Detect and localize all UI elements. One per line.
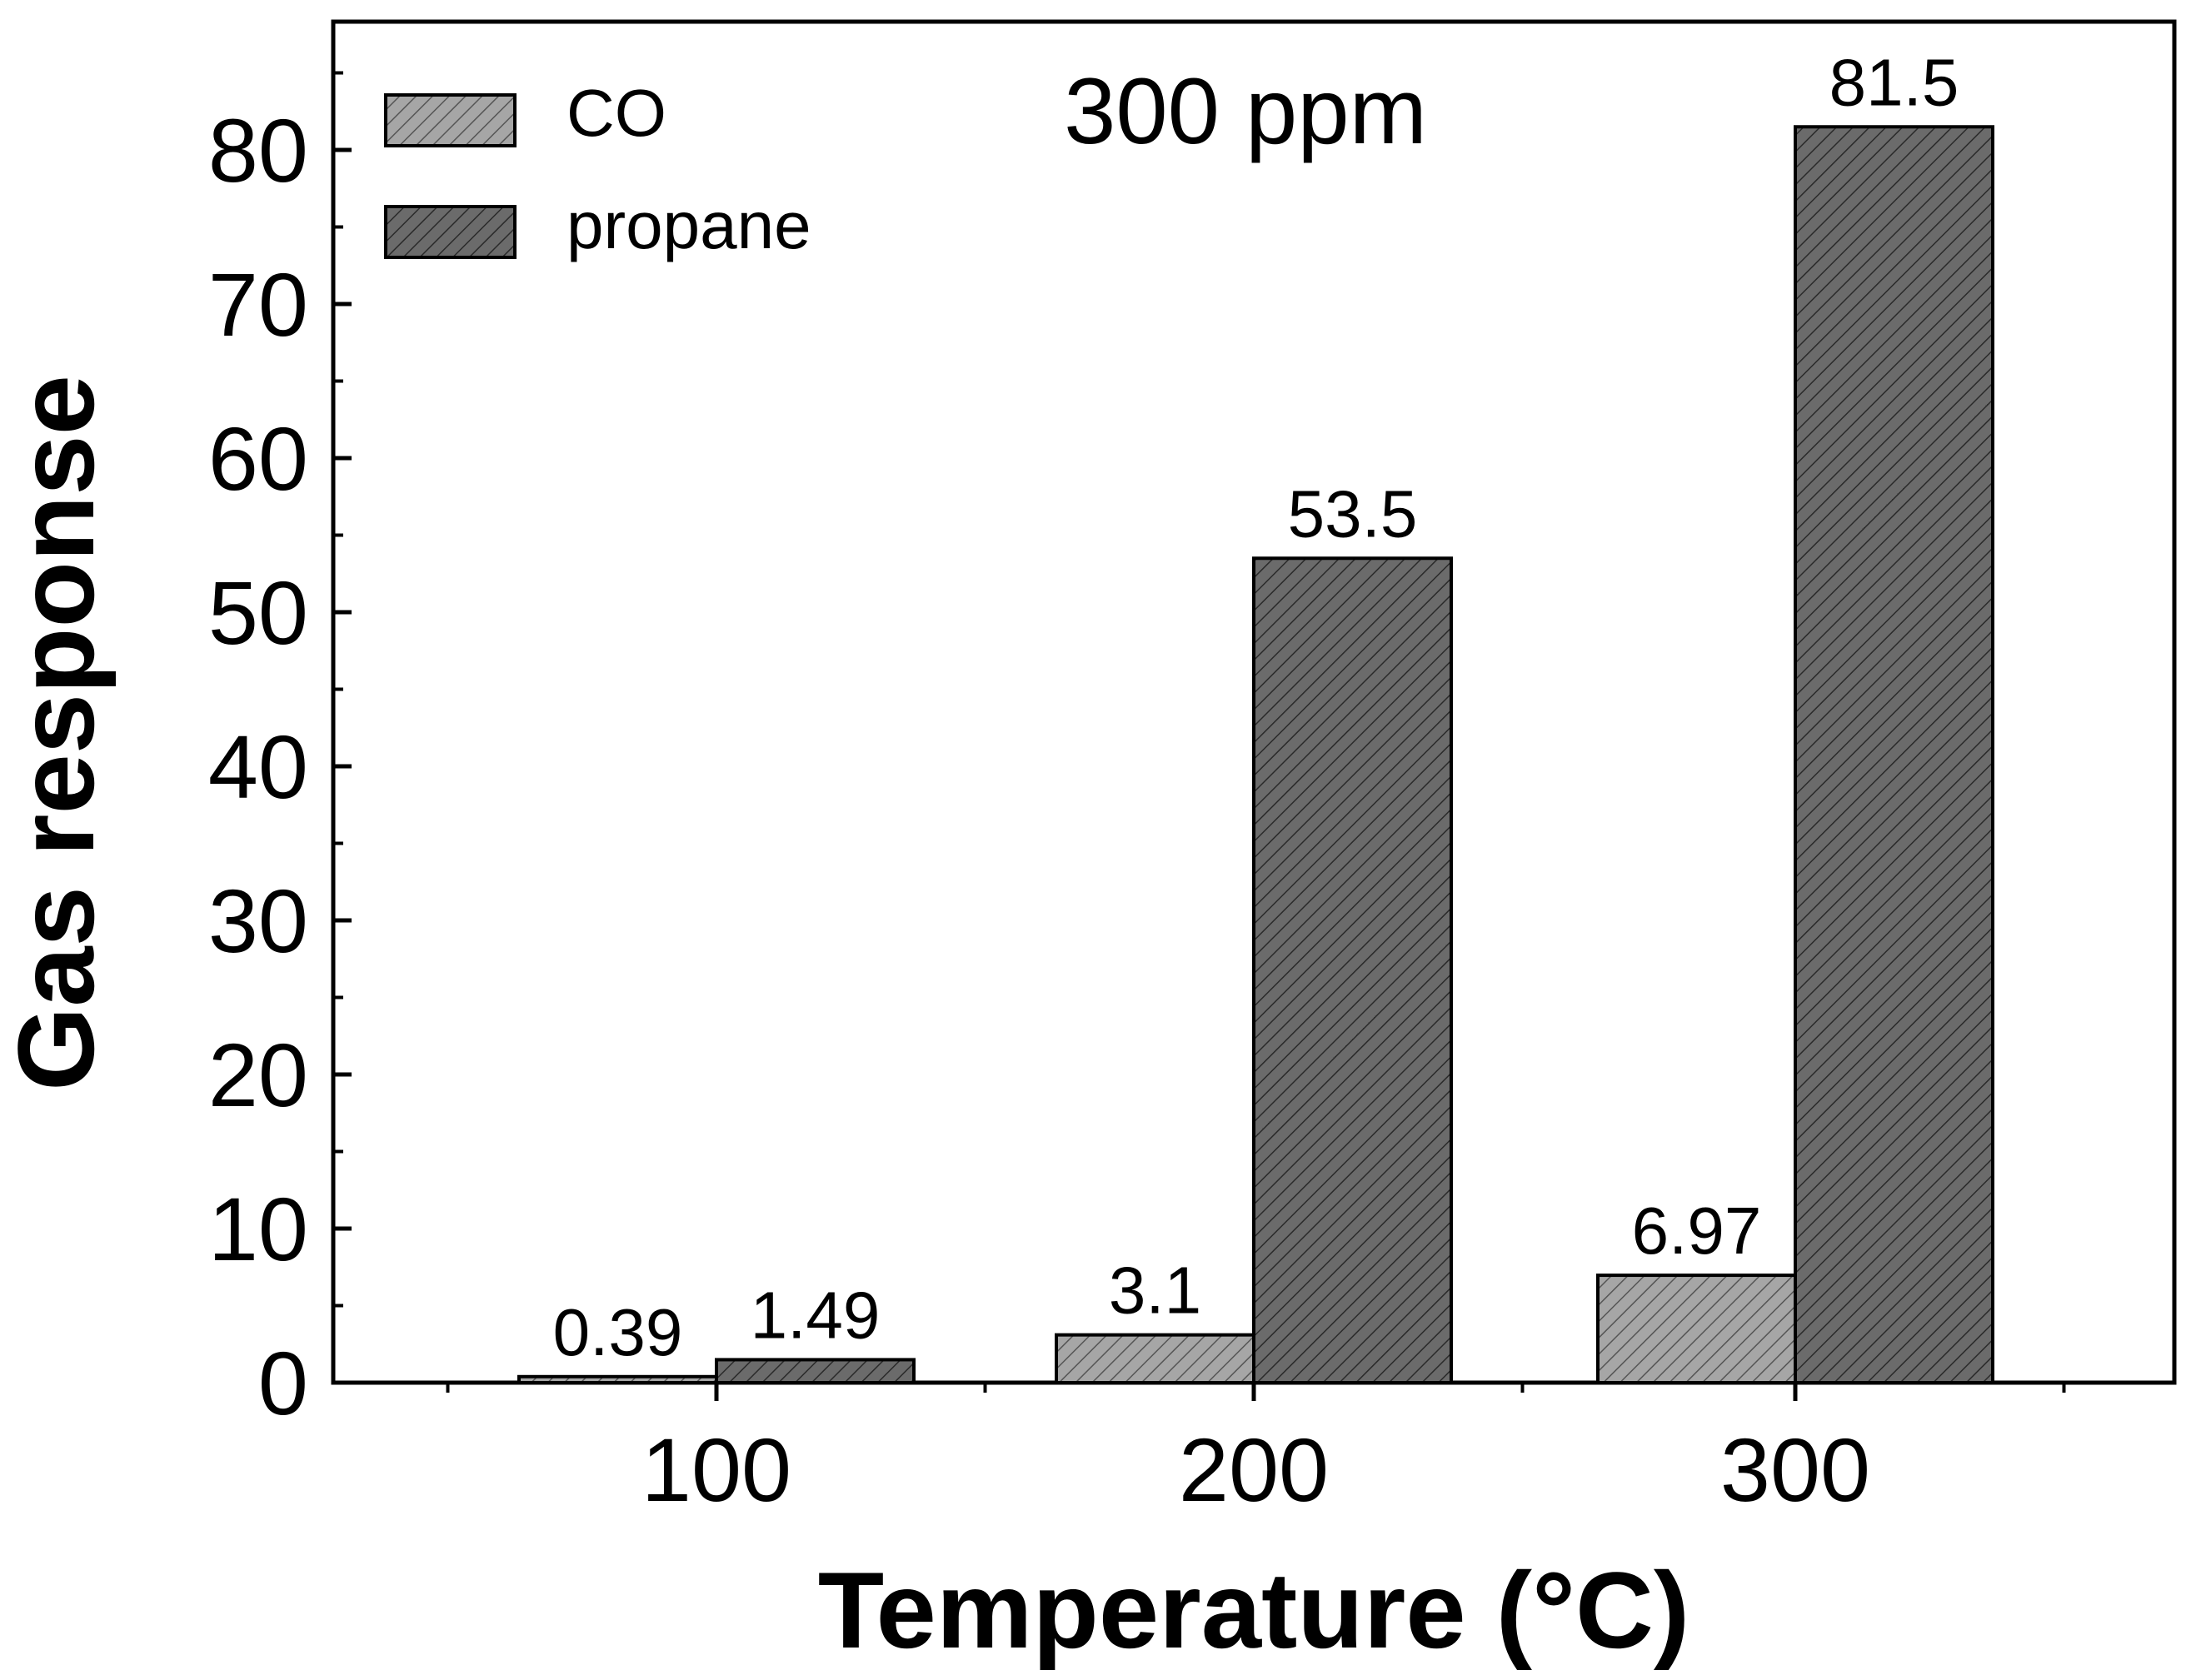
y-tick-label: 80 (208, 100, 308, 201)
legend-swatch-propane (384, 205, 517, 259)
y-tick-label: 20 (208, 1024, 308, 1125)
bar-propane-300 (1794, 125, 1994, 1384)
x-axis-ticks: 100 200 300 (446, 1383, 2066, 1520)
y-tick-label: 70 (208, 254, 308, 355)
y-tick-label: 60 (208, 408, 308, 509)
bar-value-labels: 0.39 3.1 6.97 1.49 53.5 81.5 (553, 45, 1959, 1369)
x-tick-label: 300 (1720, 1419, 1870, 1520)
bar-propane-100 (715, 1358, 916, 1385)
y-tick-label: 10 (208, 1179, 308, 1279)
bar-co-200 (1055, 1333, 1255, 1385)
data-label-propane-200: 53.5 (1288, 476, 1418, 551)
data-label-co-300: 6.97 (1632, 1194, 1762, 1268)
legend-swatch-co (384, 93, 517, 147)
legend: CO propane (384, 76, 811, 262)
data-label-co-200: 3.1 (1109, 1254, 1201, 1328)
data-label-co-100: 0.39 (553, 1295, 683, 1369)
x-axis-label: Temperature (°C) (818, 1549, 1689, 1671)
y-tick-label: 0 (258, 1333, 308, 1433)
bar-propane-200 (1252, 556, 1453, 1384)
bar-co-100 (517, 1374, 718, 1385)
x-tick-label: 200 (1179, 1419, 1329, 1520)
y-axis-label: Gas response (0, 375, 117, 1091)
legend-label-co: CO (566, 76, 666, 150)
y-axis-ticks: 0 10 20 30 40 50 60 70 80 (208, 71, 352, 1433)
data-label-propane-100: 1.49 (751, 1278, 881, 1352)
legend-label-propane: propane (566, 188, 811, 262)
y-tick-label: 40 (208, 716, 308, 817)
y-tick-label: 30 (208, 870, 308, 971)
x-tick-label: 100 (641, 1419, 791, 1520)
bar-co-300 (1596, 1274, 1797, 1385)
y-tick-label: 50 (208, 562, 308, 663)
data-label-propane-300: 81.5 (1829, 45, 1959, 119)
chart-title: 300 ppm (1064, 59, 1427, 163)
bar-series (517, 125, 1994, 1385)
